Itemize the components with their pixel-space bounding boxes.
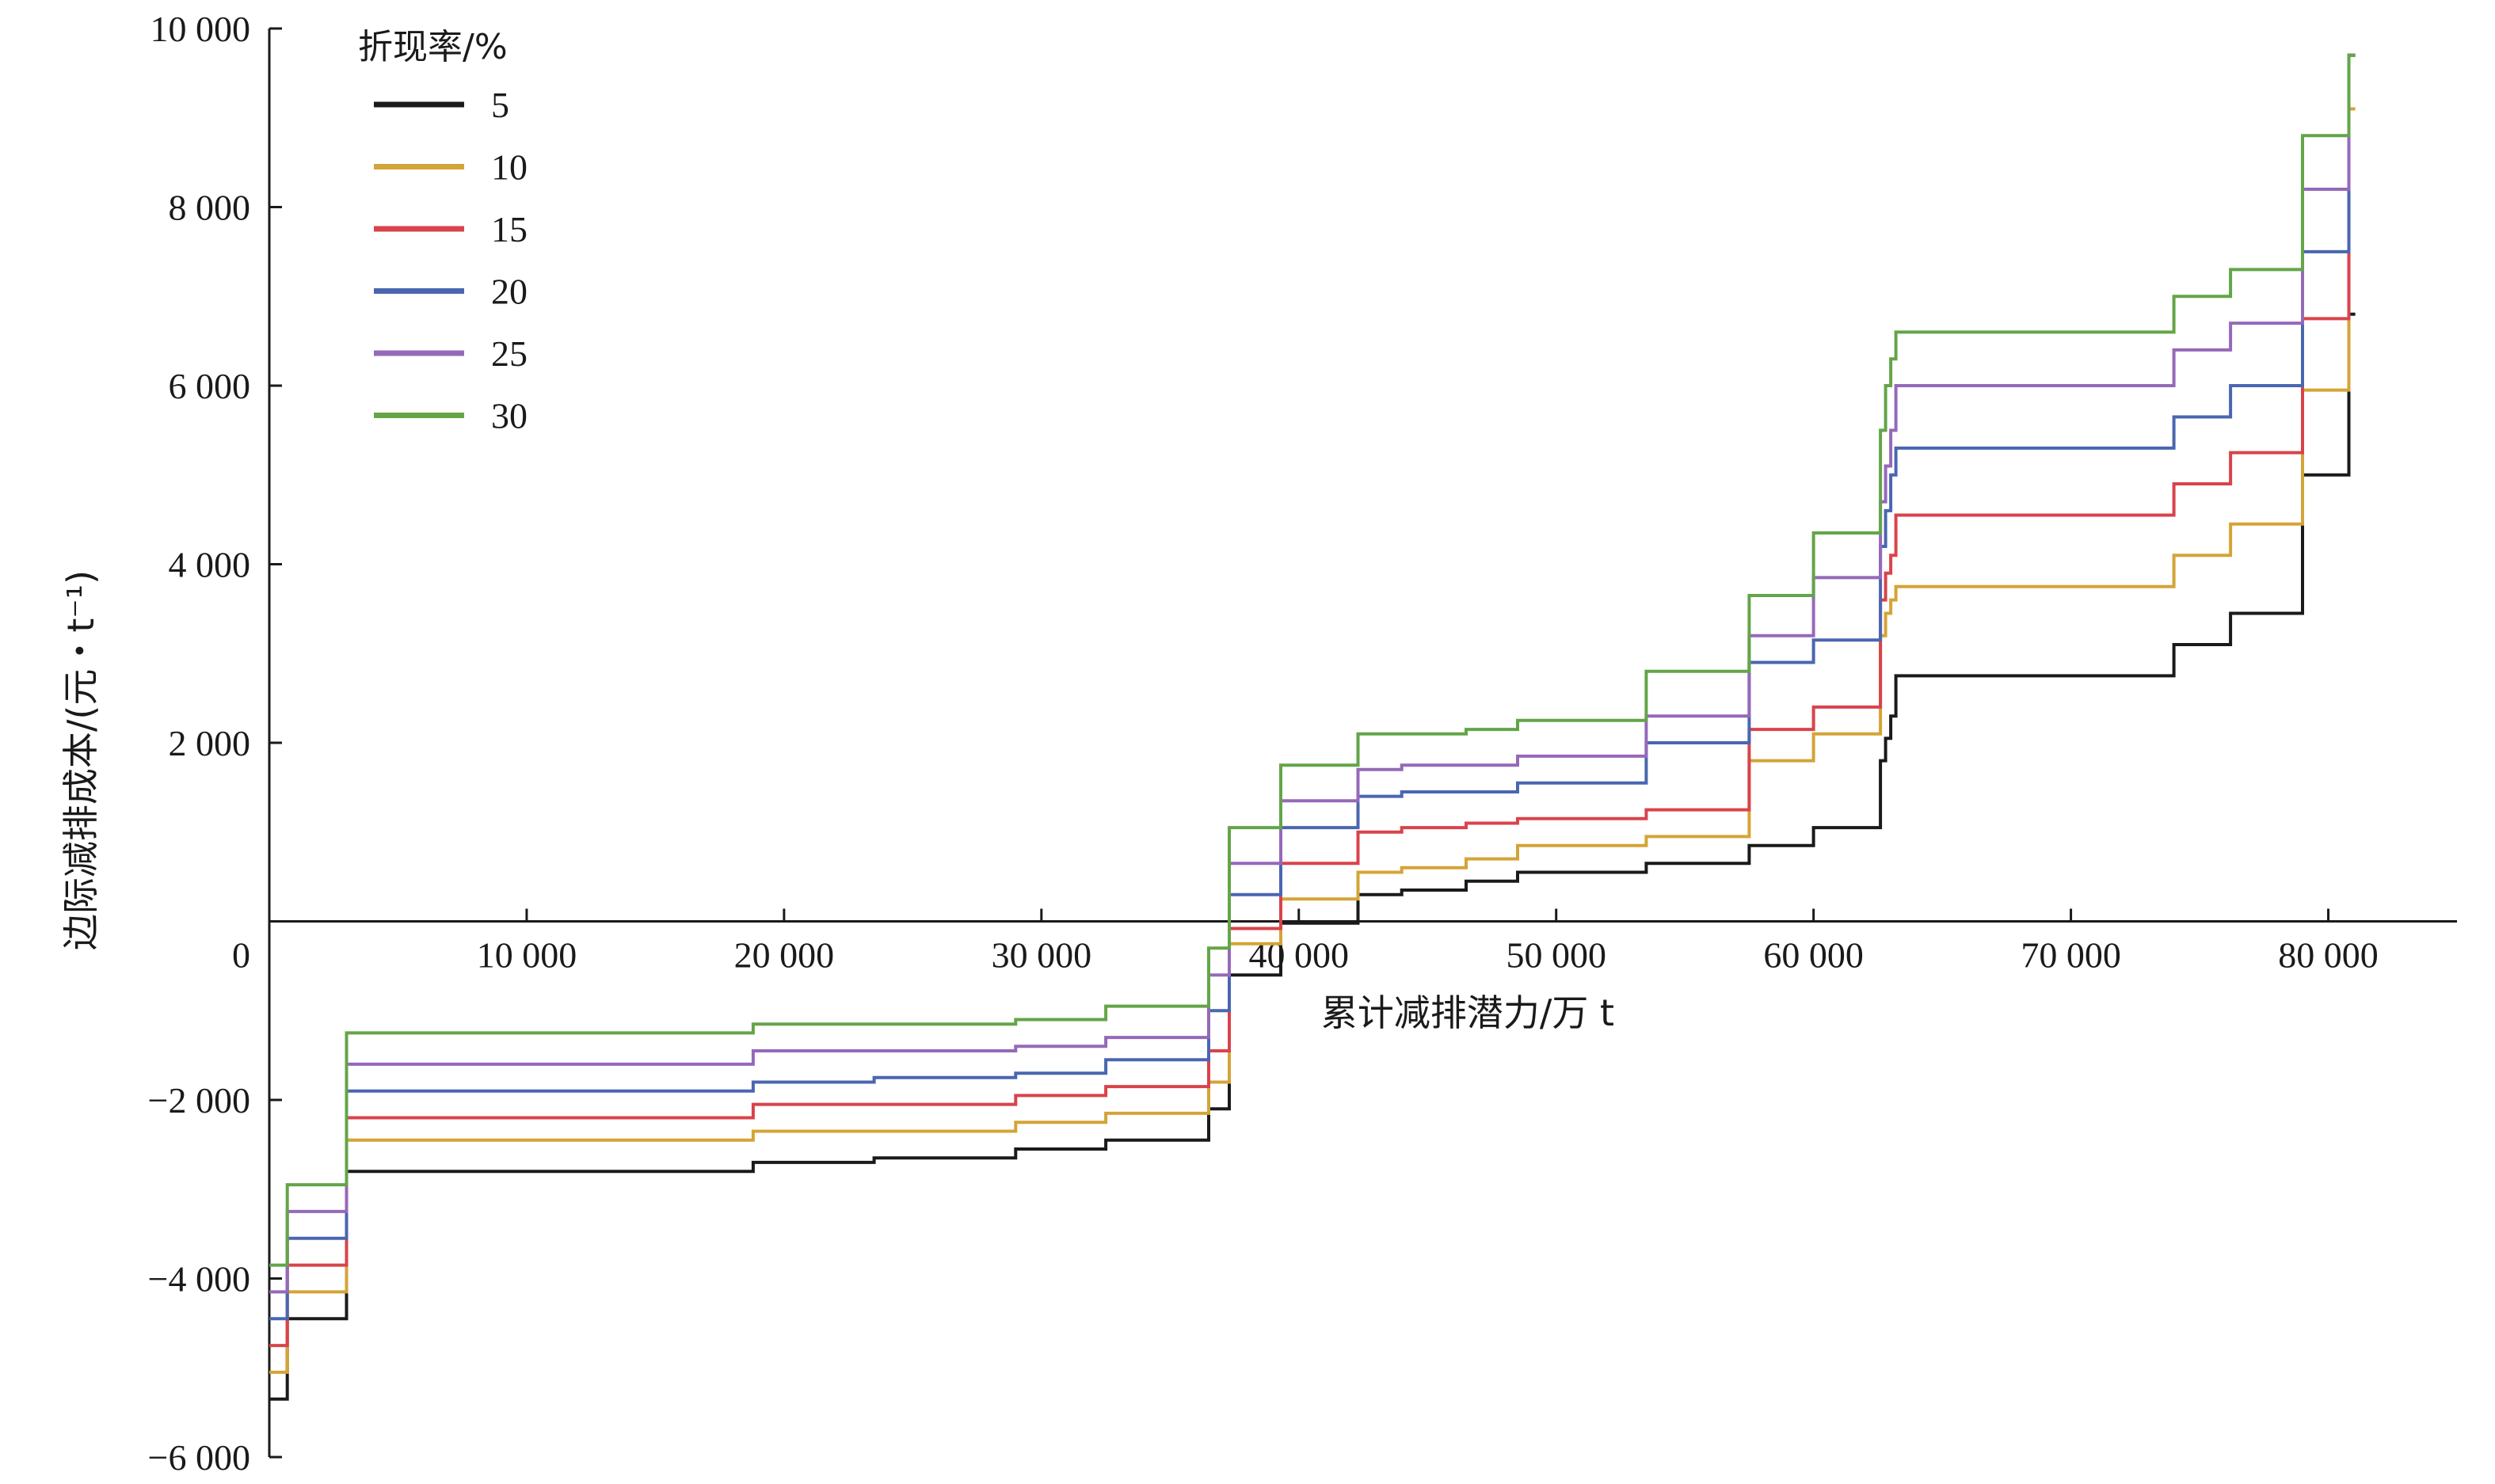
y-tick-label-7: −6 000: [148, 1437, 250, 1478]
series-line-15: [269, 53, 2356, 1348]
axes-layer: 10 000 8 000 6 000 4 000 2 000 −2 000 −4 000 −6…: [148, 9, 2457, 1478]
legend-label-10: 10: [491, 147, 528, 188]
x-tick-label-4: 50 000: [1506, 935, 1606, 976]
series-line-5: [269, 312, 2356, 1401]
series-layer: [269, 53, 2356, 1401]
legend-label-25: 25: [491, 333, 528, 374]
series-line-30: [269, 53, 2356, 1267]
y-tick-label-2: 6 000: [169, 366, 251, 406]
series-line-20: [269, 53, 2356, 1321]
y-tick-label-1: 8 000: [169, 188, 251, 228]
legend-label-15: 15: [491, 209, 528, 249]
x-axis-title: 累计减排潜力/万 t: [1321, 991, 1614, 1034]
y-tick-label-3: 4 000: [169, 545, 251, 585]
legend-title: 折现率/%: [358, 27, 508, 67]
x-tick-label-0: 10 000: [477, 935, 577, 976]
legend: 折现率/% 5 10 15 20 25 30: [358, 27, 528, 436]
legend-label-5: 5: [491, 85, 509, 125]
x-tick-label-6: 70 000: [2021, 935, 2121, 976]
x-tick-label-7: 80 000: [2278, 935, 2379, 976]
x-tick-label-2: 30 000: [992, 935, 1092, 976]
y-axis-title: 边际减排成本/(元・t⁻¹): [59, 570, 102, 950]
y-tick-label-0: 10 000: [150, 9, 251, 49]
legend-label-30: 30: [491, 396, 528, 436]
x-tick-label-3: 40 000: [1249, 935, 1350, 976]
legend-label-20: 20: [491, 272, 528, 312]
y-tick-label-4: 2 000: [169, 723, 251, 763]
series-line-10: [269, 107, 2356, 1374]
x-tick-label-5: 60 000: [1763, 935, 1864, 976]
series-line-25: [269, 53, 2356, 1294]
x-tick-label-1: 20 000: [734, 935, 835, 976]
y-tick-label-5: −2 000: [148, 1080, 250, 1121]
origin-label: 0: [232, 935, 250, 976]
y-tick-label-6: −4 000: [148, 1259, 250, 1299]
